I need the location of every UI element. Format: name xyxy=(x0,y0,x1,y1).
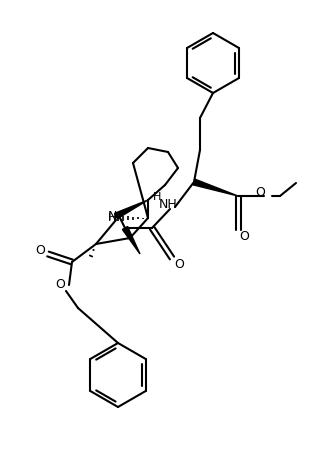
Text: H: H xyxy=(153,192,161,202)
Polygon shape xyxy=(193,179,238,196)
Text: O: O xyxy=(255,187,265,200)
Text: H: H xyxy=(108,213,116,223)
Text: O: O xyxy=(55,278,65,292)
Text: N: N xyxy=(107,210,117,222)
Polygon shape xyxy=(122,227,140,254)
Text: NH: NH xyxy=(159,198,177,211)
Polygon shape xyxy=(115,200,148,219)
Text: O: O xyxy=(35,244,45,257)
Text: O: O xyxy=(174,258,184,270)
Text: O: O xyxy=(239,230,249,244)
